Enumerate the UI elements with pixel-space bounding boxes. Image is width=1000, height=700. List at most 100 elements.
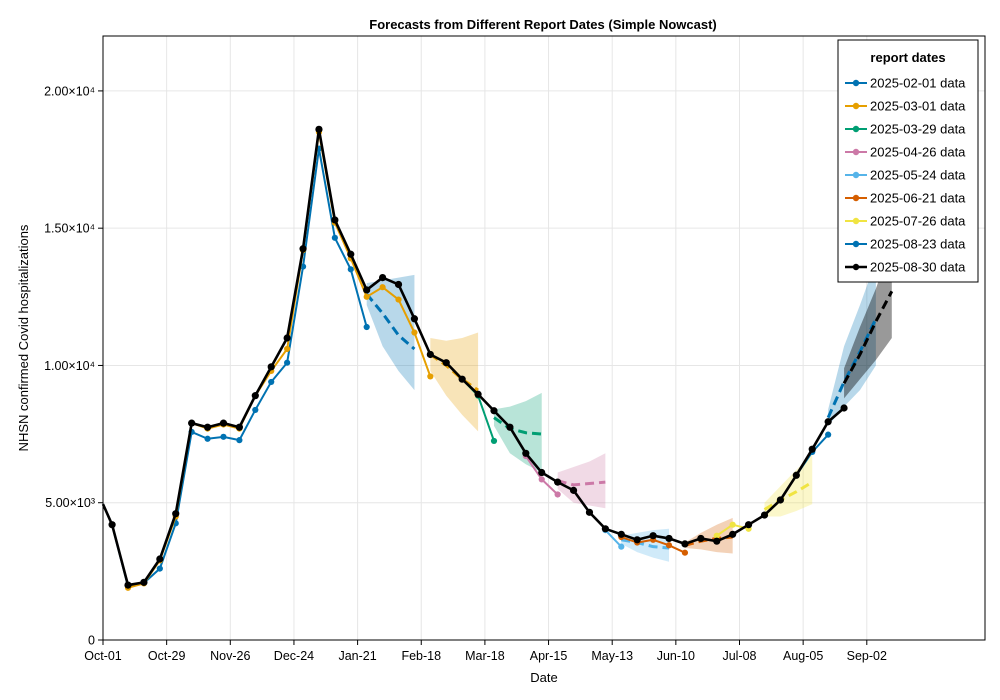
data-point [203, 423, 212, 431]
y-tick-label: 1.50×10⁴ [44, 222, 95, 236]
data-point [363, 286, 371, 294]
data-point [204, 435, 211, 442]
forecast-line-2025-06-21-data [684, 535, 733, 547]
x-axis-label: Date [530, 670, 557, 685]
data-point [379, 284, 386, 291]
data-point [267, 363, 275, 371]
legend-item-label: 2025-07-26 data [870, 214, 966, 229]
data-point [474, 390, 482, 398]
x-tick-label: Mar-18 [465, 649, 505, 663]
legend-swatch-marker [852, 194, 860, 202]
data-point [347, 250, 355, 258]
legend-item-label: 2025-05-24 data [870, 168, 966, 183]
x-tick-label: Apr-15 [530, 649, 568, 663]
data-point [363, 293, 370, 300]
legend-item-label: 2025-04-26 data [870, 145, 966, 160]
x-tick-label: May-13 [591, 649, 633, 663]
y-tick-label: 2.00×10⁴ [44, 84, 95, 98]
data-point [156, 555, 164, 563]
data-point [776, 496, 785, 504]
forecast-band-2025-02-01-data [366, 274, 415, 391]
y-tick-label: 1.00×10⁴ [44, 359, 95, 373]
forecast-band-2025-03-01-data [430, 332, 479, 432]
y-tick-label: 5.00×10³ [45, 496, 95, 510]
legend-swatch-marker [852, 217, 860, 225]
data-point [585, 508, 594, 516]
data-point [681, 540, 689, 548]
forecast-line-2025-07-26-data [763, 480, 814, 511]
forecast-band-2025-03-29-data [493, 392, 542, 473]
data-point [792, 471, 800, 479]
forecast-line-2025-08-30-data [842, 290, 894, 385]
data-point [506, 423, 514, 431]
data-point [649, 532, 657, 540]
data-point [729, 530, 737, 538]
forecast-band-2025-08-23-data [828, 261, 876, 426]
y-tick-label: 0 [88, 634, 95, 648]
data-point [426, 350, 434, 359]
data-point [299, 245, 307, 253]
x-tick-label: Sep-02 [847, 649, 887, 663]
observed-series-2025-03-01-data [124, 128, 434, 591]
plot-frame [102, 35, 986, 641]
data-point [824, 418, 832, 426]
data-point [713, 532, 720, 539]
data-point [124, 581, 132, 589]
data-point [554, 491, 561, 498]
data-point [411, 329, 418, 336]
data-point [395, 296, 402, 303]
data-point [140, 578, 148, 586]
legend-item-label: 2025-06-21 data [870, 191, 966, 206]
data-point [825, 431, 832, 438]
data-point [108, 521, 116, 529]
chart-title: Forecasts from Different Report Dates (S… [369, 17, 716, 32]
legend: report dates 2025-02-01 data 2025-03-01 d… [837, 39, 979, 283]
legend-swatch-marker [852, 263, 860, 271]
data-point [236, 437, 243, 444]
x-tick-label: Oct-01 [84, 649, 122, 663]
data-point [156, 565, 163, 572]
data-point [394, 280, 403, 289]
data-point [442, 359, 450, 367]
data-point [219, 419, 228, 427]
data-point [744, 521, 753, 529]
legend-swatch-marker [852, 125, 860, 133]
observed-series-2025-02-01-data [102, 145, 370, 590]
forecast-line-2025-04-26-data [557, 479, 606, 487]
data-point [363, 323, 370, 331]
data-point [633, 536, 641, 544]
data-point [522, 449, 530, 457]
data-point [315, 125, 323, 133]
data-point [251, 392, 259, 400]
x-tick-label: Feb-18 [401, 649, 441, 663]
x-tick-label: Nov-26 [210, 649, 250, 663]
series-lines [101, 125, 894, 591]
data-point [490, 437, 498, 445]
data-point [284, 359, 291, 366]
data-point [713, 537, 721, 545]
legend-title: report dates [870, 50, 945, 65]
data-point [665, 542, 673, 549]
x-tick-label: Oct-29 [148, 649, 186, 663]
x-tick-label: Jul-08 [722, 649, 756, 663]
data-point [569, 486, 578, 494]
data-point [220, 433, 227, 440]
data-point [538, 468, 546, 477]
legend-item-label: 2025-02-01 data [870, 76, 966, 91]
legend-items: 2025-02-01 data 2025-03-01 data 2025-03-29… [845, 76, 966, 275]
data-point [331, 216, 339, 224]
data-point [617, 530, 625, 538]
data-point [284, 345, 291, 353]
forecast-line-2025-05-24-data [621, 538, 670, 550]
y-axis-label: NHSN confirmed Covid hospitalizations [16, 224, 31, 451]
data-point [458, 375, 466, 383]
data-point [760, 511, 769, 519]
data-point [729, 521, 736, 528]
y-axis-ticks: 0 5.00×10³ 1.00×10⁴ 1.50×10⁴ 2.00×10⁴ [44, 84, 103, 648]
data-point [283, 334, 291, 342]
forecast-band-2025-05-24-data [621, 528, 670, 562]
observed-line-2025-02-01-data [102, 148, 368, 588]
x-tick-label: Jun-10 [657, 649, 695, 663]
data-point [379, 274, 387, 282]
data-point [808, 445, 816, 453]
